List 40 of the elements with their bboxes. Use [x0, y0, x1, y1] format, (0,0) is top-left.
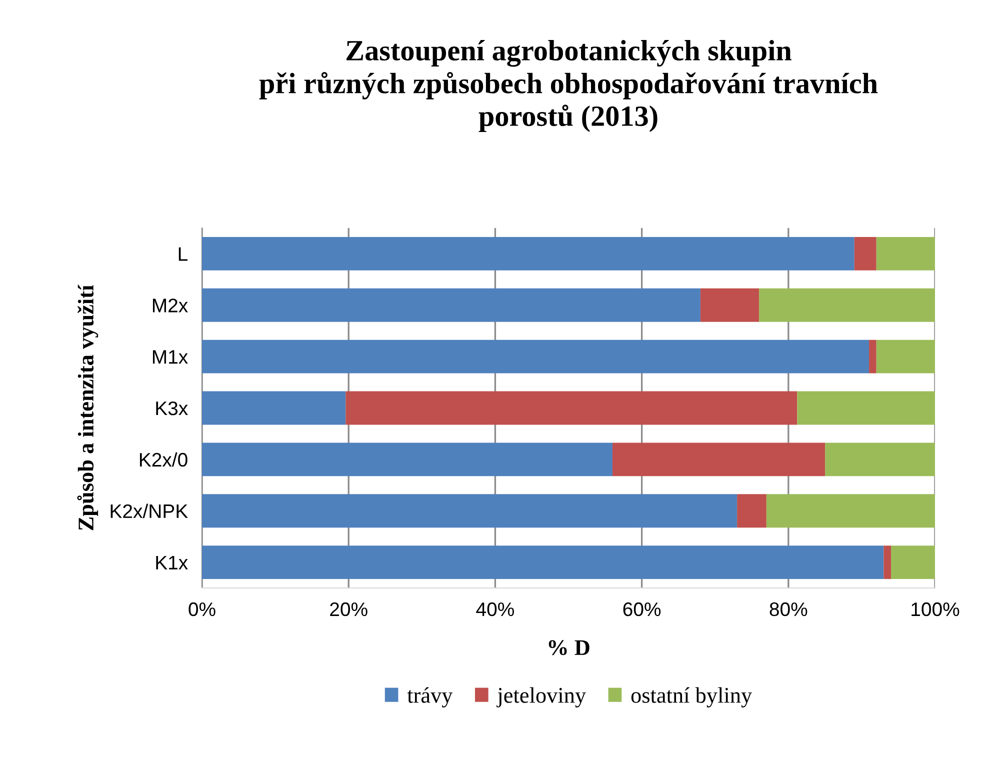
bar: [700, 288, 760, 322]
x-tick-label: 0%: [188, 602, 216, 616]
y-tick-label: K2x/NPK: [110, 504, 188, 518]
bar: [876, 340, 935, 374]
bar: [759, 288, 935, 322]
bar: [346, 391, 798, 425]
bar: [876, 237, 935, 270]
x-tick-label: 80%: [770, 602, 808, 616]
x-tick-label: 100%: [912, 602, 960, 616]
y-tick-label: K3x: [156, 401, 188, 416]
bar: [202, 494, 738, 528]
bar: [825, 442, 935, 476]
bar: [869, 340, 876, 374]
bar: [737, 494, 766, 528]
chart-title: Zastoupení agrobotanických skupin při různých způsobech obhospodařování travních porostů (2013): [259, 40, 878, 132]
bar: [854, 237, 876, 270]
y-tick-label: L: [178, 247, 188, 261]
bar: [202, 340, 870, 374]
x-tick-label: 40%: [476, 602, 514, 616]
y-tick-label: K2x/0: [140, 452, 188, 467]
x-tick-label: 60%: [623, 602, 661, 616]
bar: [202, 442, 612, 476]
bar: [202, 288, 700, 322]
y-tick-label: M2x: [152, 298, 188, 312]
bar: [202, 546, 884, 579]
legend-label: trávy: [407, 687, 453, 708]
y-axis-title: Způsob a intenzita využití: [77, 284, 98, 530]
bar: [797, 391, 935, 425]
bar: [891, 546, 935, 579]
y-tick-label: M1x: [152, 350, 188, 364]
legend-label: ostatní byliny: [631, 687, 752, 708]
x-axis-title: % D: [548, 640, 590, 656]
bar: [202, 237, 854, 270]
legend-label: jeteloviny: [496, 687, 586, 708]
bar: [202, 391, 346, 425]
bar: [766, 494, 935, 528]
bar: [612, 442, 826, 476]
y-tick-label: K1x: [156, 556, 188, 570]
x-tick-label: 20%: [330, 602, 368, 616]
bar: [884, 546, 892, 579]
